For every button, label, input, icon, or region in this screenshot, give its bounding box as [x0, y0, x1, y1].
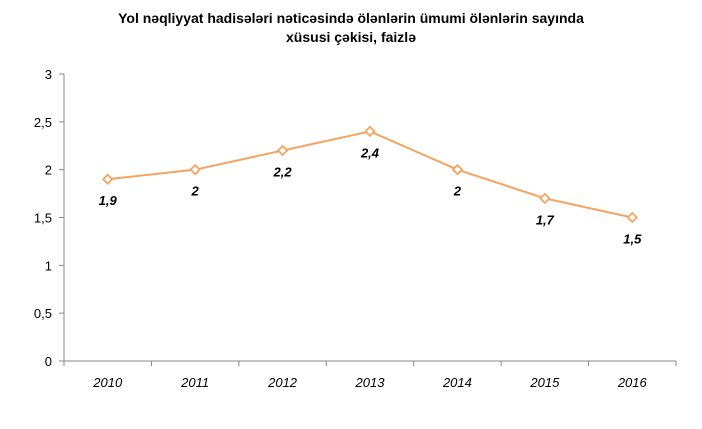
- data-label: 2: [191, 184, 200, 199]
- data-point-marker: [451, 163, 464, 176]
- y-tick-label: 1: [45, 258, 52, 273]
- y-tick-label: 2,5: [34, 115, 52, 130]
- x-tick-label: 2015: [529, 375, 560, 390]
- x-tick-label: 2016: [617, 375, 648, 390]
- series-group: [101, 125, 639, 224]
- y-tick-label: 0,5: [34, 306, 52, 321]
- data-point-marker: [276, 144, 289, 157]
- y-tick-label: 0: [45, 354, 52, 369]
- data-labels: 1,9 2 2,2 2,4 2 1,7 1,5: [99, 145, 642, 246]
- chart-title-line-2: xüsusi çəkisi, faizlə: [286, 29, 416, 45]
- x-tick-label: 2014: [442, 375, 472, 390]
- x-axis-ticks: 2010 2011 2012 2013 2014 2015 2016: [63, 361, 677, 390]
- y-tick-label: 3: [45, 67, 52, 82]
- x-tick-label: 2011: [180, 375, 209, 390]
- data-label: 1,5: [623, 232, 642, 247]
- data-point-marker: [539, 192, 551, 205]
- data-point-marker: [364, 125, 376, 138]
- data-label: 2: [453, 184, 462, 199]
- data-label: 2,4: [360, 145, 380, 160]
- y-axis-ticks: 0 0,5 1 1,5 2 2,5 3: [34, 67, 64, 369]
- y-tick-label: 2: [45, 163, 52, 178]
- data-point-marker: [101, 173, 114, 186]
- chart-title-line-1: Yol nəqliyyat hadisələri nəticəsində ölə…: [118, 10, 584, 26]
- series-line: [107, 130, 633, 219]
- axes: [63, 74, 676, 362]
- x-tick-label: 2013: [355, 375, 386, 390]
- x-tick-label: 2010: [92, 375, 123, 390]
- chart-title: Yol nəqliyyat hadisələri nəticəsində ölə…: [0, 9, 702, 47]
- x-tick-label: 2012: [267, 375, 298, 390]
- data-label: 1,9: [99, 193, 118, 208]
- data-point-marker: [626, 211, 639, 224]
- data-point-marker: [189, 163, 201, 176]
- data-label: 1,7: [536, 212, 555, 227]
- data-label: 2,2: [273, 165, 293, 180]
- y-tick-label: 1,5: [34, 211, 52, 226]
